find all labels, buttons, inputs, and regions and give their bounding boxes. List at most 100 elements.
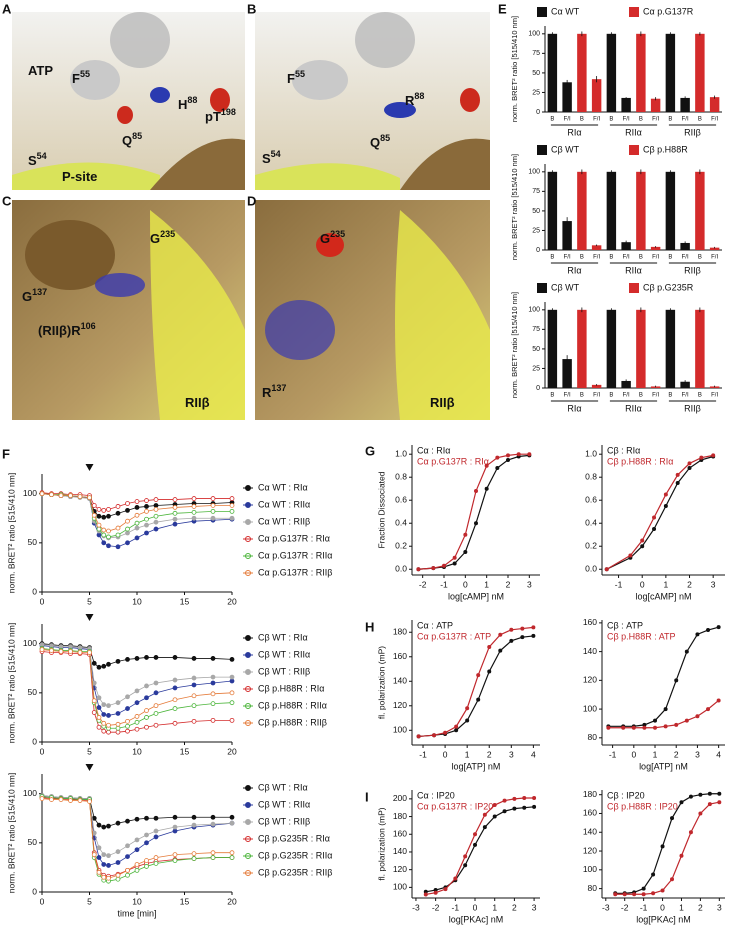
data-point <box>191 856 197 861</box>
data-point <box>96 822 102 828</box>
bar <box>680 97 690 112</box>
label-text: pT <box>205 109 221 124</box>
data-point <box>660 888 665 893</box>
panel-letter: G <box>365 443 375 458</box>
legend-label: Cα WT : RIIβ <box>258 516 310 526</box>
data-point <box>509 627 514 632</box>
y-tick-label: 0.0 <box>585 563 597 573</box>
data-point <box>512 796 517 801</box>
x-tick-label: 20 <box>227 746 237 756</box>
y-tick-label: 120 <box>583 675 597 685</box>
bar <box>547 171 558 250</box>
data-point <box>210 508 216 514</box>
data-point <box>115 721 121 727</box>
structure-label: Q85 <box>122 131 142 148</box>
data-point <box>606 725 611 730</box>
data-point <box>172 521 178 527</box>
x-tick-label: B <box>550 117 554 123</box>
data-point <box>68 649 73 654</box>
bar <box>577 171 587 250</box>
data-point <box>101 720 107 726</box>
data-point <box>144 858 149 863</box>
data-point <box>191 496 197 501</box>
legend-label: Cβ WT : RIIα <box>258 649 310 659</box>
legend-label: Cβ p.H88R : RIα <box>258 683 324 693</box>
x-tick-label: F/I <box>682 393 689 399</box>
x-tick-label: F/I <box>564 117 571 123</box>
data-point <box>153 711 159 716</box>
data-point <box>229 503 235 508</box>
x-tick-label: B <box>550 255 554 261</box>
bar <box>709 386 720 388</box>
data-point <box>191 718 197 724</box>
data-point <box>172 858 178 863</box>
x-tick-label: F/I <box>593 393 600 399</box>
data-point <box>622 892 627 897</box>
data-point <box>96 532 102 538</box>
y-tick-label: 100 <box>393 725 407 735</box>
data-point <box>96 869 102 875</box>
x-tick-label: B <box>609 255 613 261</box>
structure-label: Q85 <box>370 133 390 150</box>
legend-label: Cα p.G137R : ATP <box>417 631 491 641</box>
y-tick-label: 0 <box>32 586 37 596</box>
data-point <box>144 530 149 536</box>
legend-label: Cβ p.H88R <box>643 144 688 154</box>
legend-label: Cβ WT <box>551 282 580 292</box>
legend-label: Cα : ATP <box>417 620 453 630</box>
y-axis-label: Fraction Dissociated <box>376 471 386 548</box>
y-axis-label: norm. BRET² ratio [515/410 nm] <box>510 16 519 122</box>
x-tick-label: -2 <box>621 902 629 912</box>
x-tick-label: B <box>698 117 702 123</box>
y-tick-label: 100 <box>23 638 37 648</box>
bar <box>695 171 705 250</box>
x-tick-label: 5 <box>87 746 92 756</box>
group-label: RIIα <box>625 265 642 275</box>
x-tick-label: F/I <box>652 255 659 261</box>
x-tick-label: 0 <box>463 579 468 589</box>
x-axis-label: log[ATP] nM <box>452 761 501 771</box>
series-line <box>41 649 233 726</box>
data-point <box>153 815 159 821</box>
x-tick-label: -1 <box>640 902 648 912</box>
panel-letter: I <box>365 789 369 804</box>
y-tick-label: 0.6 <box>395 494 407 504</box>
data-point <box>101 712 107 717</box>
data-point <box>717 800 722 805</box>
data-point <box>463 532 468 537</box>
data-point <box>463 549 468 554</box>
data-point <box>229 717 235 723</box>
x-axis-label: log[cAMP] nM <box>635 591 691 601</box>
data-point <box>172 824 178 830</box>
data-point <box>229 515 235 521</box>
structure-label: F55 <box>72 69 90 86</box>
data-point <box>191 822 197 828</box>
y-tick-label: 50 <box>532 346 540 353</box>
structure-label: H88 <box>178 95 197 112</box>
data-point <box>77 645 83 650</box>
legend-label: Cα : IP20 <box>417 790 455 800</box>
panel-letter: A <box>2 1 12 16</box>
series-line <box>41 795 233 857</box>
bar <box>680 242 690 250</box>
x-axis-label: log[PKAc] nM <box>449 914 504 924</box>
data-point <box>68 798 73 803</box>
x-tick-label: B <box>698 255 702 261</box>
structure-label: RIIβ <box>185 395 210 410</box>
data-point <box>153 655 159 660</box>
x-tick-label: 10 <box>132 896 142 906</box>
data-point <box>684 649 689 654</box>
data-point <box>487 644 492 649</box>
data-point <box>699 455 704 460</box>
data-point <box>663 503 668 508</box>
data-point <box>172 706 178 711</box>
bar <box>665 171 676 250</box>
y-tick-label: 0 <box>536 109 540 116</box>
legend-label: Cα WT : RIα <box>258 482 308 492</box>
data-point <box>106 863 111 868</box>
structure-label: S54 <box>262 149 281 166</box>
y-tick-label: 25 <box>532 89 540 96</box>
data-point <box>134 837 140 843</box>
data-point <box>653 725 658 730</box>
data-point <box>58 649 64 654</box>
